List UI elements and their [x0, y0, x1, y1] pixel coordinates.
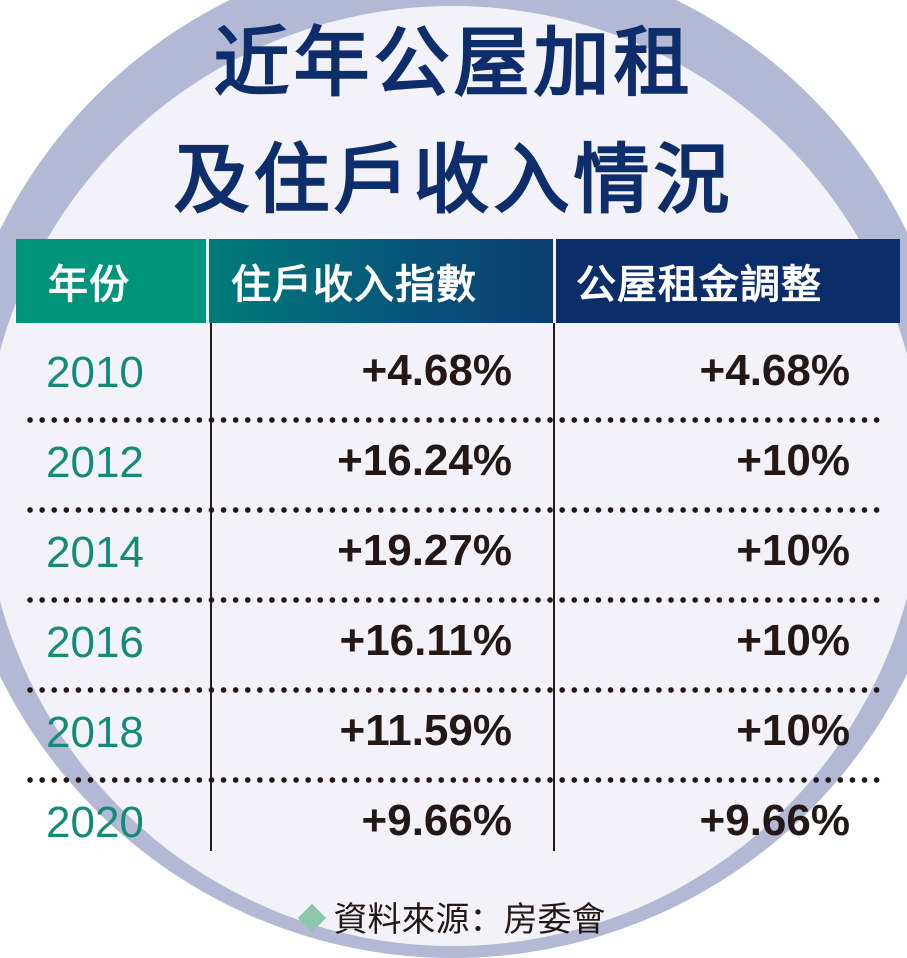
- table-row: 2018 +11.59% +10%: [0, 690, 907, 783]
- rent-adjustment-cell: +10%: [736, 436, 850, 485]
- background-disc: [0, 6, 907, 946]
- rent-adjustment-cell: +10%: [736, 526, 850, 575]
- title-line-2: 及住戶收入情況: [173, 135, 734, 224]
- table-header: 年份 住戶收入指數 公屋租金調整: [16, 239, 900, 323]
- income-index-cell: +11.59%: [339, 706, 513, 755]
- column-divider: [210, 323, 212, 851]
- title-line-1: 近年公屋加租: [213, 18, 694, 107]
- rent-adjustment-cell: +9.66%: [699, 796, 850, 845]
- dotted-divider: [24, 417, 886, 423]
- source-note: 資料來源：房委會: [0, 892, 907, 941]
- table-row: 2016 +16.11% +10%: [0, 600, 907, 693]
- income-index-cell: +4.68%: [361, 346, 512, 395]
- rent-adjustment-cell: +10%: [736, 706, 850, 755]
- dotted-divider: [24, 597, 886, 603]
- income-index-cell: +16.11%: [339, 616, 513, 665]
- source-text: 資料來源：房委會: [333, 900, 606, 940]
- year-cell: 2020: [46, 798, 144, 847]
- table-row: 2010 +4.68% +4.68%: [0, 330, 907, 423]
- header-rent-adjustment: 公屋租金調整: [556, 239, 900, 323]
- year-cell: 2016: [46, 618, 144, 667]
- table-row: 2020 +9.66% +9.66%: [0, 780, 907, 870]
- table-row: 2014 +19.27% +10%: [0, 510, 907, 603]
- header-income-index: 住戶收入指數: [209, 239, 553, 323]
- table-row: 2012 +16.24% +10%: [0, 420, 907, 513]
- year-cell: 2012: [46, 438, 144, 487]
- year-cell: 2018: [46, 708, 144, 757]
- year-cell: 2014: [46, 528, 144, 577]
- income-index-cell: +19.27%: [337, 526, 512, 575]
- dotted-divider: [24, 687, 886, 693]
- rent-adjustment-cell: +10%: [736, 616, 850, 665]
- diamond-bullet-icon: [297, 903, 326, 933]
- dotted-divider: [24, 777, 886, 783]
- dotted-divider: [24, 507, 886, 513]
- income-index-cell: +9.66%: [361, 796, 512, 845]
- header-year: 年份: [16, 239, 206, 323]
- year-cell: 2010: [46, 348, 144, 397]
- rent-adjustment-cell: +4.68%: [699, 346, 850, 395]
- income-index-cell: +16.24%: [337, 436, 512, 485]
- column-divider: [553, 323, 555, 851]
